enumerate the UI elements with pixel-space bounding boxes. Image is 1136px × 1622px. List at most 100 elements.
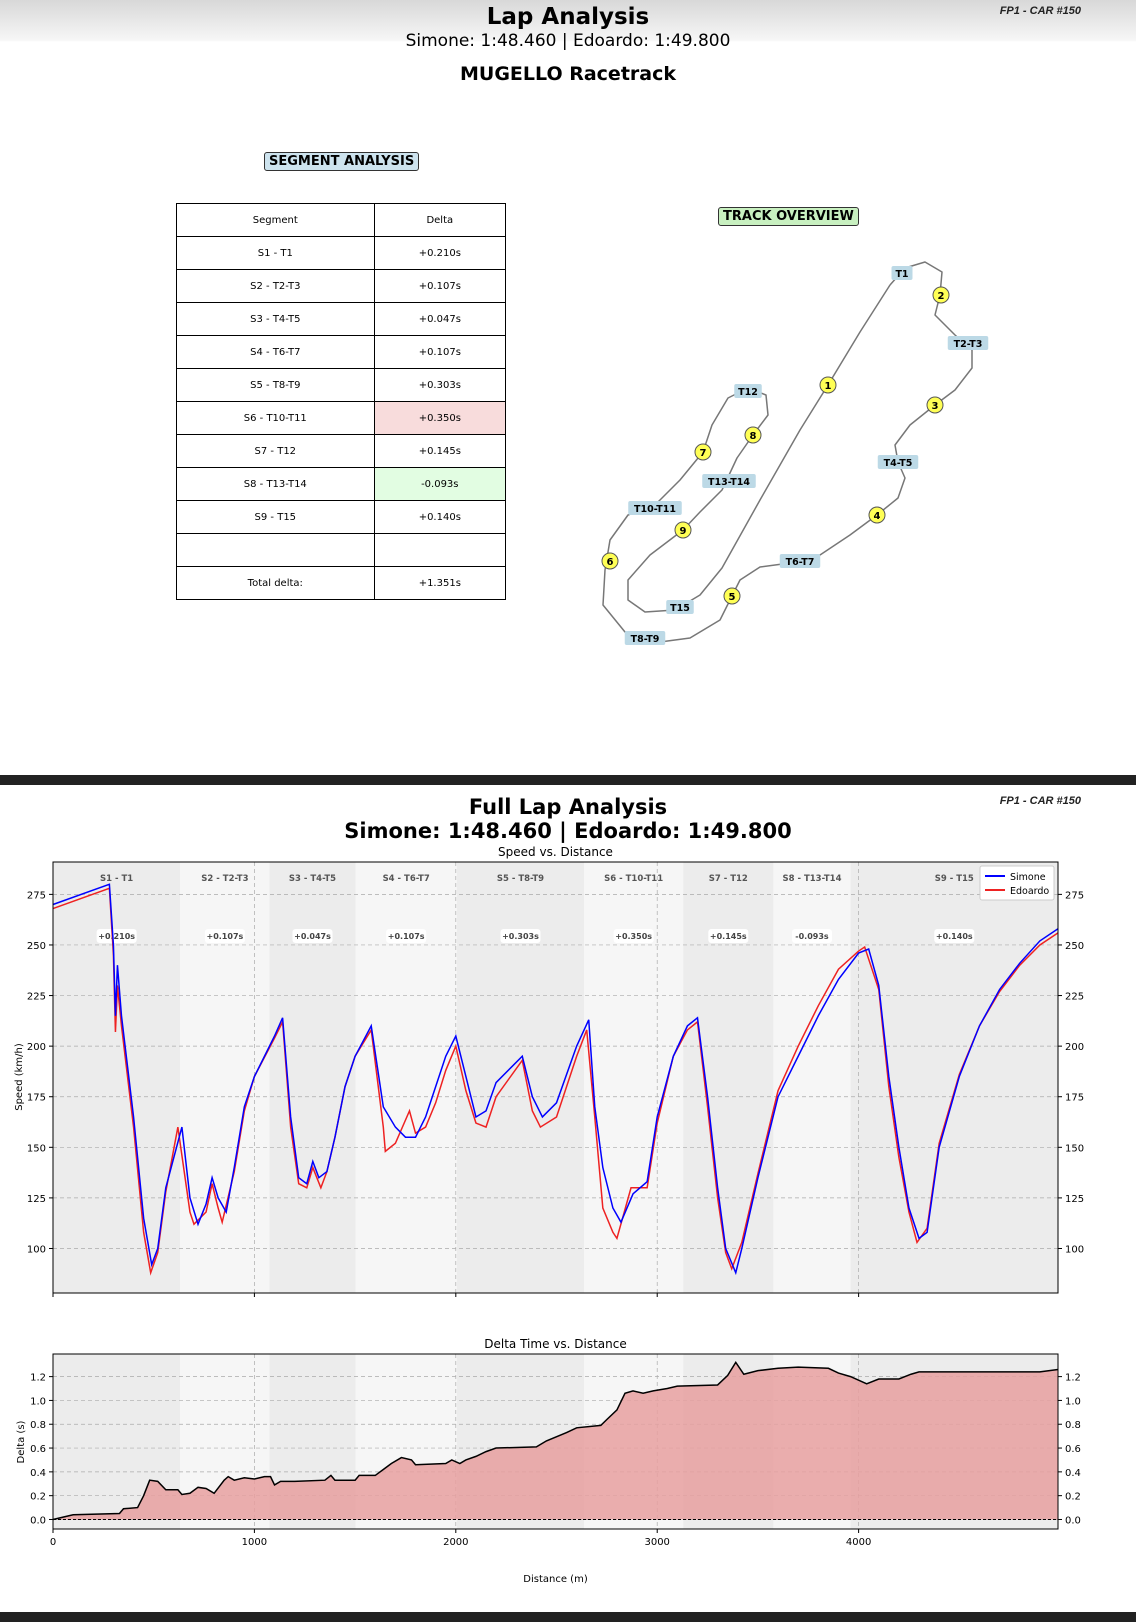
- y-tick-label: 0.0: [30, 1515, 46, 1526]
- segment-delta-label: +0.107s: [388, 932, 425, 941]
- corner-label: T15: [670, 603, 690, 614]
- corner-label: T10-T11: [634, 504, 676, 515]
- lap-analysis-panel: FP1 - CAR #150 Lap Analysis Simone: 1:48…: [0, 0, 1136, 775]
- delta-cell: +0.145s: [373, 434, 507, 468]
- y-tick-label: 225: [27, 992, 46, 1003]
- segment-marker: [819, 376, 837, 394]
- delta-cell: +0.350s: [373, 401, 507, 435]
- panel-divider: [0, 775, 1136, 785]
- corner-label: T2-T3: [954, 339, 983, 350]
- delta-label-bg: [292, 929, 333, 943]
- track-line: [602, 261, 973, 643]
- segment-label: S2 - T2-T3: [201, 874, 248, 884]
- segment-cell: Total delta:: [176, 566, 375, 600]
- table-row: S2 - T2-T3 +0.107s: [176, 269, 507, 303]
- table-row: Total delta: +1.351s: [176, 566, 507, 600]
- segment-marker-number: 5: [729, 592, 736, 603]
- segment-band: [773, 862, 851, 1293]
- delta-line: [52, 1360, 1059, 1521]
- segment-marker: [674, 521, 692, 539]
- series-line-simone: [52, 883, 1059, 1276]
- segment-delta-label: +0.140s: [936, 932, 973, 941]
- segment-cell: S3 - T4-T5: [176, 302, 375, 336]
- corner-label-bg: [734, 384, 762, 398]
- y-tick-label: 0.6: [30, 1444, 46, 1455]
- segment-delta-label: +0.303s: [502, 932, 539, 941]
- y-tick-label-right: 175: [1065, 1093, 1084, 1104]
- segment-band: [269, 862, 356, 1293]
- y-tick-label-right: 0.0: [1065, 1515, 1081, 1526]
- y-tick-label: 150: [27, 1143, 46, 1154]
- page-title: Lap Analysis: [486, 4, 650, 30]
- segment-label: S9 - T15: [935, 874, 974, 884]
- legend-label: Edoardo: [1010, 886, 1049, 897]
- track-overview-title: TRACK OVERVIEW: [718, 207, 859, 226]
- corner-label: T6-T7: [786, 557, 815, 568]
- table-row: S5 - T8-T9 +0.303s: [176, 368, 507, 402]
- y-tick-label-right: 0.8: [1065, 1420, 1081, 1431]
- lap-times: Simone: 1:48.460 | Edoardo: 1:49.800: [405, 31, 731, 51]
- segment-label: S3 - T4-T5: [289, 874, 336, 884]
- segment-band: [355, 862, 457, 1293]
- corner-label-bg: [947, 336, 989, 350]
- corner-label: T8-T9: [631, 634, 660, 645]
- delta-label-bg: [500, 929, 541, 943]
- x-tick-label: 1000: [242, 1537, 267, 1548]
- segment-label: S7 - T12: [709, 874, 748, 884]
- table-row: S9 - T15 +0.140s: [176, 500, 507, 534]
- delta-cell: [373, 533, 507, 567]
- series-line-edoardo: [52, 887, 1059, 1276]
- segment-marker-number: 6: [607, 557, 614, 568]
- x-axis-label: Distance (m): [523, 1574, 588, 1585]
- segment-cell: S2 - T2-T3: [176, 269, 375, 303]
- delta-cell: +0.140s: [373, 500, 507, 534]
- bottom-bar: [0, 1612, 1136, 1622]
- segment-marker-number: 8: [750, 431, 757, 442]
- segment-label: S8 - T13-T14: [782, 874, 841, 884]
- session-tag-lower: FP1 - CAR #150: [999, 795, 1081, 807]
- table-row: S7 - T12 +0.145s: [176, 434, 507, 468]
- table-row: S3 - T4-T5 +0.047s: [176, 302, 507, 336]
- segment-label: S4 - T6-T7: [383, 874, 430, 884]
- chart-title: Delta Time vs. Distance: [484, 1337, 626, 1351]
- corner-label-bg: [624, 631, 666, 645]
- delta-cell: +1.351s: [373, 566, 507, 600]
- lower-title: Full Lap Analysis: [468, 795, 668, 819]
- segment-band: [180, 862, 270, 1293]
- y-axis-label: Delta (s): [16, 1420, 27, 1463]
- segment-analysis-title: SEGMENT ANALYSIS: [264, 152, 420, 171]
- segment-band: [850, 862, 1058, 1293]
- segment-marker-number: 7: [700, 448, 707, 459]
- x-tick-label: 4000: [846, 1537, 871, 1548]
- segment-marker: [694, 443, 712, 461]
- segment-delta-label: +0.350s: [615, 932, 652, 941]
- segment-delta-label: +0.145s: [710, 932, 747, 941]
- segment-marker: [926, 396, 944, 414]
- y-tick-label-right: 275: [1065, 890, 1084, 901]
- y-tick-label-right: 1.2: [1065, 1373, 1081, 1384]
- track-name: MUGELLO Racetrack: [460, 63, 676, 85]
- plot-frame: [52, 1353, 1059, 1530]
- corner-label-bg: [702, 474, 756, 488]
- corner-label-bg: [666, 600, 694, 614]
- segment-delta-label: +0.107s: [207, 932, 244, 941]
- table-row: S4 - T6-T7 +0.107s: [176, 335, 507, 369]
- delta-label-bg: [386, 929, 427, 943]
- x-tick-label: 3000: [644, 1537, 669, 1548]
- y-tick-label-right: 125: [1065, 1194, 1084, 1205]
- corner-label-bg: [628, 501, 682, 515]
- y-tick-label-right: 200: [1065, 1042, 1084, 1053]
- y-tick-label-right: 0.4: [1065, 1468, 1081, 1479]
- x-tick-label: 0: [50, 1537, 56, 1548]
- legend-label: Simone: [1010, 872, 1046, 883]
- segment-marker-number: 1: [825, 381, 832, 392]
- segment-label: S1 - T1: [100, 874, 133, 884]
- delta-cell: +0.107s: [373, 269, 507, 303]
- y-tick-label-right: 150: [1065, 1143, 1084, 1154]
- y-tick-label: 1.2: [30, 1373, 46, 1384]
- delta-area: [53, 1362, 1058, 1520]
- delta-label-bg: [934, 929, 975, 943]
- corner-label: T12: [738, 387, 758, 398]
- delta-cell: +0.303s: [373, 368, 507, 402]
- segment-delta-label: -0.093s: [795, 932, 829, 941]
